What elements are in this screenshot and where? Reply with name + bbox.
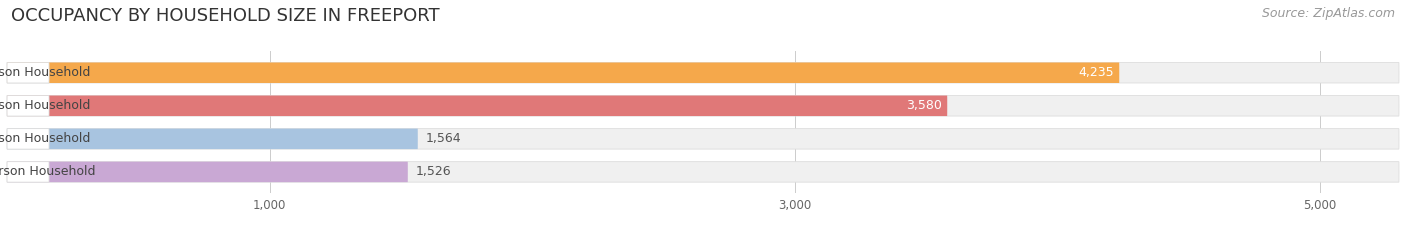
FancyBboxPatch shape — [7, 62, 1399, 83]
Text: 1-Person Household: 1-Person Household — [0, 66, 90, 79]
FancyBboxPatch shape — [7, 62, 49, 83]
FancyBboxPatch shape — [7, 162, 408, 182]
FancyBboxPatch shape — [7, 129, 1399, 149]
Text: 4,235: 4,235 — [1078, 66, 1114, 79]
Text: OCCUPANCY BY HOUSEHOLD SIZE IN FREEPORT: OCCUPANCY BY HOUSEHOLD SIZE IN FREEPORT — [11, 7, 440, 25]
Text: 3-Person Household: 3-Person Household — [0, 132, 90, 145]
FancyBboxPatch shape — [7, 162, 49, 182]
Text: 2-Person Household: 2-Person Household — [0, 99, 90, 112]
FancyBboxPatch shape — [7, 96, 1399, 116]
Text: 1,564: 1,564 — [426, 132, 461, 145]
FancyBboxPatch shape — [7, 96, 948, 116]
Text: 1,526: 1,526 — [416, 165, 451, 178]
FancyBboxPatch shape — [7, 129, 418, 149]
FancyBboxPatch shape — [7, 162, 1399, 182]
Text: 3,580: 3,580 — [905, 99, 942, 112]
FancyBboxPatch shape — [7, 96, 49, 116]
Text: Source: ZipAtlas.com: Source: ZipAtlas.com — [1261, 7, 1395, 20]
FancyBboxPatch shape — [7, 129, 49, 149]
Text: 4+ Person Household: 4+ Person Household — [0, 165, 96, 178]
FancyBboxPatch shape — [7, 62, 1119, 83]
